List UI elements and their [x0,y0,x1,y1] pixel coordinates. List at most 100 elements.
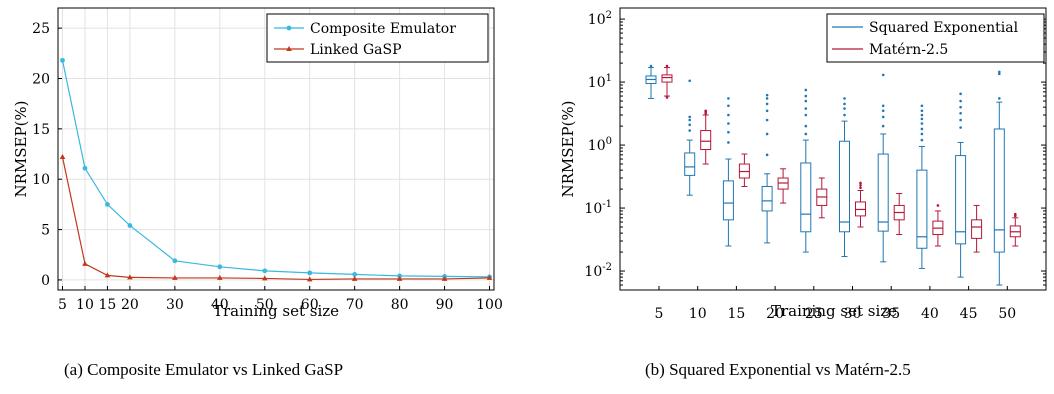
y-tick-label: 25 [32,21,50,37]
x-tick-label: 20 [121,297,139,313]
data-point [396,275,403,281]
chart-b-boxplot: 10-2 10-1 100 101 102 5 10 15 20 25 30 35 40 45 50 Trai… [559,7,1047,322]
outlier-point [804,113,808,117]
outlier-point [881,115,885,119]
box-sq-exp-40 [916,104,928,269]
y-axis-label: NRMSEP(%) [12,100,30,197]
legend-label: Squared Exponential [869,20,1019,36]
outlier-point [959,105,962,109]
x-tick-label: 10 [689,306,707,322]
x-axis-label: Training set size [213,302,339,320]
x-tick-label: 20 [766,306,784,322]
outlier-point [881,104,885,108]
x-tick-label: 45 [960,306,978,322]
outlier-point [959,118,962,122]
outlier-point [1014,212,1017,216]
box-matern-20 [777,168,789,204]
box-matern-45 [971,204,983,253]
plot-frame [57,7,495,291]
box-iqr [993,128,1005,253]
data-point [217,274,223,280]
y-tick-label: 101 [588,73,612,91]
box-iqr [971,219,983,239]
outlier-point [959,126,962,129]
box-sq-exp-5 [645,64,657,99]
outlier-point [843,97,846,100]
box-sq-exp-35 [877,73,889,263]
legend-marker [286,25,292,31]
box-matern-30 [855,181,866,228]
box-sq-exp-10 [684,79,696,196]
x-tick-label: 90 [436,297,454,313]
box-matern-15 [738,153,750,187]
outlier-point [804,94,808,98]
outlier-point [727,104,730,108]
outlier-point [688,118,691,122]
outlier-point [804,124,808,128]
y-tick-label: 10 [32,172,50,188]
data-point [351,275,358,281]
outlier-point [959,92,962,96]
data-point [217,264,223,270]
outlier-point [765,109,769,113]
y-axis-label: NRMSEP(%) [559,100,577,197]
outlier-point [727,122,730,125]
box-matern-10 [700,109,712,165]
box-matern-25 [816,177,828,219]
y-tick-label: 100 [588,136,612,154]
data-point [172,274,178,280]
legend-box [826,13,1045,63]
outlier-point [936,204,940,207]
outlier-point [920,109,924,113]
box-sq-exp-50 [993,70,1005,286]
box-matern-35 [893,193,905,236]
data-point [262,268,268,274]
data-point [82,165,88,171]
box-iqr [661,74,673,83]
box-iqr [700,130,712,151]
box-iqr [877,153,889,232]
box-iqr [955,155,967,245]
outlier-point [920,113,924,117]
outlier-point [688,79,691,83]
outlier-point [665,64,669,68]
outlier-point [859,186,862,190]
data-point [60,57,65,63]
x-tick-label: 70 [346,297,364,313]
outlier-point [765,102,769,106]
outlier-point [649,64,653,68]
x-axis-label: Training set size [771,302,897,320]
chart-a-line: 5 10 15 20 30 40 50 60 70 80 90 1000510152025Traini… [12,7,503,320]
legend-label: Composite Emulator [310,21,456,37]
x-tick-label: 5 [655,306,664,322]
outlier-point [765,132,769,136]
outlier-point [727,130,730,134]
outlier-point [959,111,962,115]
outlier-point [998,70,1001,74]
box-matern-5 [661,64,673,99]
data-point [172,258,178,264]
outlier-point [920,127,924,131]
legend-box [266,13,489,63]
outlier-point [688,115,691,119]
box-sq-exp-30 [839,97,850,258]
legend-label: Matérn-2.5 [869,42,948,58]
series-line-2 [61,156,490,281]
outlier-point [998,97,1001,100]
x-tick-label: 40 [921,306,939,322]
outlier-point [843,107,846,110]
outlier-point [804,88,808,92]
y-tick-label: 10-1 [584,199,612,217]
box-iqr [722,180,734,221]
box-iqr [684,152,696,176]
x-tick-label: 25 [805,306,823,322]
outlier-point [881,73,885,77]
data-point [127,274,133,280]
caption-a: (a) Composite Emulator vs Linked GaSP [64,360,344,379]
outlier-point [765,97,769,100]
y-tick-label: 5 [41,223,50,239]
data-point [441,275,448,281]
outlier-point [727,141,730,144]
x-tick-label: 40 [211,297,229,313]
